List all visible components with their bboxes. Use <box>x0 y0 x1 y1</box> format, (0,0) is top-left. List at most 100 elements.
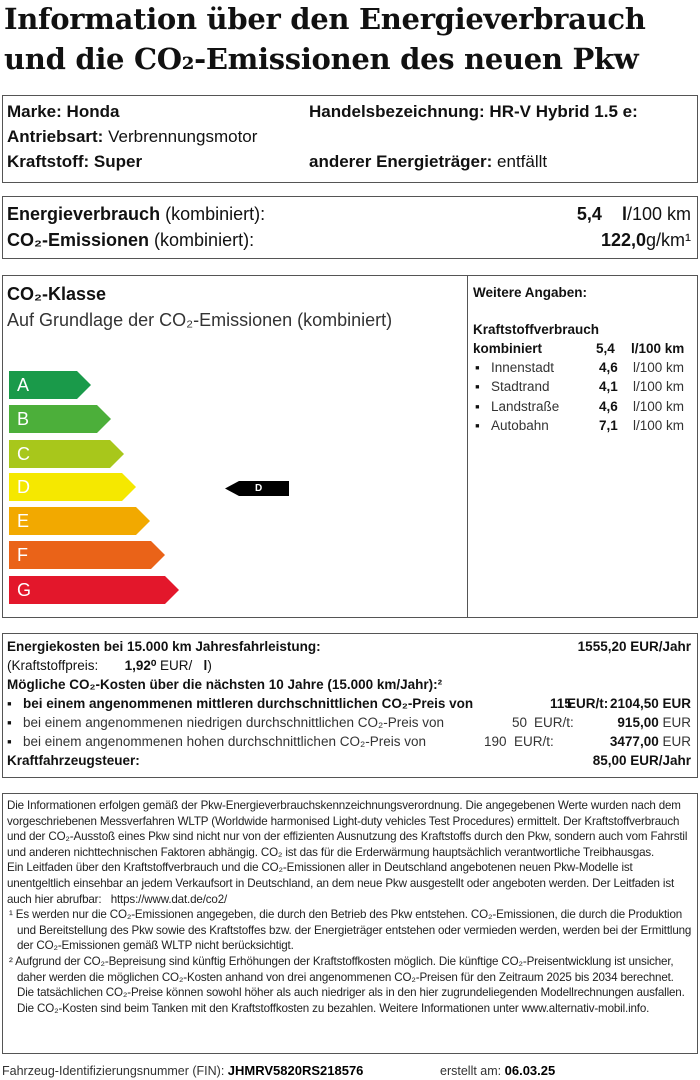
weitere-row-unit: l/100 km <box>633 379 685 395</box>
weitere-row-label: Autobahn <box>491 417 549 433</box>
weitere-row-unit: l/100 km <box>633 417 685 433</box>
handel-label: Handelsbezeichnung: <box>309 102 485 121</box>
date-label: erstellt am: <box>440 1064 502 1078</box>
weitere-row-label: Innenstadt <box>491 360 555 375</box>
energie-value: 5,4 <box>576 204 602 224</box>
bullet: ▪ <box>475 398 480 414</box>
class-letter: C <box>17 444 30 464</box>
class-letter: E <box>17 511 30 531</box>
co2-price: 190 <box>484 734 507 749</box>
info-paragraph-1: Die Informationen erfolgen gemäß der Pkw… <box>7 799 688 859</box>
co2-price-unit: EUR/t: <box>514 734 554 749</box>
energie-label: Energieverbrauch <box>7 204 161 224</box>
kombiniert-value: 5,4 <box>596 341 615 356</box>
marke-value: Honda <box>66 102 120 121</box>
marke-label: Marke: <box>7 102 62 121</box>
bullet: ▪ <box>475 417 480 433</box>
energie-unit-l: l <box>621 204 627 224</box>
kraftstoff-label: Kraftstoff: <box>7 152 90 171</box>
page-title-line1: Information über den Energieverbrauch <box>4 2 646 36</box>
bullet: ▪ <box>7 715 12 730</box>
weitere-row-unit: l/100 km <box>633 360 685 375</box>
energiekosten-value: 1555,20 EUR/Jahr <box>577 639 691 654</box>
co2-class-heading: CO₂-Klasse <box>7 284 107 304</box>
bullet: ▪ <box>475 379 480 395</box>
class-letter: G <box>17 580 32 600</box>
weitere-row-value: 7,1 <box>599 417 618 433</box>
co2-price-unit: EUR/t: <box>567 696 609 711</box>
preis-l: l <box>203 658 208 673</box>
weitere-row-label: Stadtrand <box>491 379 550 395</box>
consumption-box: Energieverbrauch (kombiniert): 5,4 l/100… <box>2 196 698 259</box>
anderer-value: entfällt <box>497 152 548 171</box>
weitere-row-label: Landstraße <box>491 398 560 414</box>
co2-cost-text: bei einem angenommenen mittleren durchsc… <box>23 696 474 711</box>
co2-cost-text: bei einem angenommenen niedrigen durchsc… <box>23 715 444 730</box>
co2-class-subheading: Auf Grundlage der CO₂-Emissionen (kombin… <box>7 310 393 330</box>
page-title-line2: und die CO₂-Emissionen des neuen Pkw <box>4 42 639 76</box>
co2-cost-currency: EUR <box>662 715 691 730</box>
co2-costs-heading: Mögliche CO₂-Kosten über die nächsten 10… <box>7 677 443 692</box>
antrieb-value: Verbrennungsmotor <box>108 127 258 146</box>
preis-close: ) <box>207 658 212 673</box>
class-bar-e: E <box>9 507 150 535</box>
class-bar-c: C <box>9 440 124 468</box>
footnote-1: ¹ Es werden nur die CO₂-Emissionen angeg… <box>9 908 692 953</box>
weitere-row-value: 4,6 <box>599 360 618 375</box>
co2-value: 122,0 <box>600 230 646 250</box>
anderer-label: anderer Energieträger: <box>309 152 493 171</box>
co2-cost-text: bei einem angenommenen hohen durchschnit… <box>23 734 426 749</box>
weitere-sub: Kraftstoffverbrauch <box>473 322 600 337</box>
class-letter: A <box>17 375 30 395</box>
steuer-value: 85,00 EUR/Jahr <box>592 753 691 768</box>
energie-unit: /100 km <box>626 204 691 224</box>
co2-cost-value: 915,00 <box>617 715 659 730</box>
co2-class-box: CO₂-Klasse Auf Grundlage der CO₂-Emissio… <box>2 275 698 618</box>
handel-value: HR-V Hybrid 1.5 e: <box>489 102 638 121</box>
preis-value: 1,92⁰ <box>124 658 157 673</box>
steuer-label: Kraftfahrzeugsteuer: <box>7 753 140 768</box>
class-bar-b: B <box>9 405 111 433</box>
footnote-2: ² Aufgrund der CO₂-Bepreisung sind künft… <box>9 954 685 1015</box>
current-class-arrow: D <box>225 481 289 496</box>
class-bar-d: D <box>9 473 136 501</box>
co2-price: 50 <box>512 715 528 730</box>
class-letter: B <box>17 409 30 429</box>
costs-box: Energiekosten bei 15.000 km Jahresfahrle… <box>2 633 698 778</box>
weitere-row-value: 4,6 <box>599 398 618 414</box>
weitere-heading: Weitere Angaben: <box>473 285 588 300</box>
co2-label: CO₂-Emissionen <box>7 230 150 250</box>
co2-cost-value: 2104,50 EUR <box>609 696 691 711</box>
weitere-row-value: 4,1 <box>599 379 618 395</box>
co2-cost-currency: EUR <box>662 734 691 749</box>
divider <box>467 276 468 617</box>
energie-suffix: (kombiniert): <box>165 204 266 224</box>
class-bar-g: G <box>9 576 179 604</box>
kraftstoff-value: Super <box>93 152 143 171</box>
kombiniert-unit: l/100 km <box>631 341 685 356</box>
co2-price: 115 <box>550 696 572 711</box>
current-class-letter: D <box>255 483 263 494</box>
kombiniert-label: kombiniert <box>473 341 543 356</box>
leitfaden-link[interactable]: https://www.dat.de/co2/ <box>110 892 228 906</box>
date-value: 06.03.25 <box>504 1063 556 1078</box>
info-paragraph-2: Ein Leitfaden über den Kraftstoffverbrau… <box>7 861 675 906</box>
fin-value: JHMRV5820RS218576 <box>227 1063 364 1078</box>
class-letter: D <box>17 477 30 497</box>
energiekosten-label: Energiekosten bei 15.000 km Jahresfahrle… <box>7 639 321 654</box>
antrieb-label: Antriebsart: <box>7 127 104 146</box>
bullet: ▪ <box>475 360 480 375</box>
co2-suffix: (kombiniert): <box>154 230 255 250</box>
info-box: Die Informationen erfolgen gemäß der Pkw… <box>2 793 698 1054</box>
vehicle-box: Marke: Honda Handelsbezeichnung: HR-V Hy… <box>2 95 698 183</box>
preis-label: (Kraftstoffpreis: <box>7 658 99 673</box>
bullet: ▪ <box>7 734 12 749</box>
fin-label: Fahrzeug-Identifizierungsnummer (FIN): <box>2 1064 225 1078</box>
class-letter: F <box>17 545 28 565</box>
co2-cost-value: 3477,00 <box>609 734 659 749</box>
weitere-row-unit: l/100 km <box>633 398 685 414</box>
preis-unit: EUR/ <box>160 658 193 673</box>
co2-unit: g/km¹ <box>646 230 691 250</box>
co2-price-unit: EUR/t: <box>534 715 574 730</box>
class-bar-a: A <box>9 371 91 399</box>
